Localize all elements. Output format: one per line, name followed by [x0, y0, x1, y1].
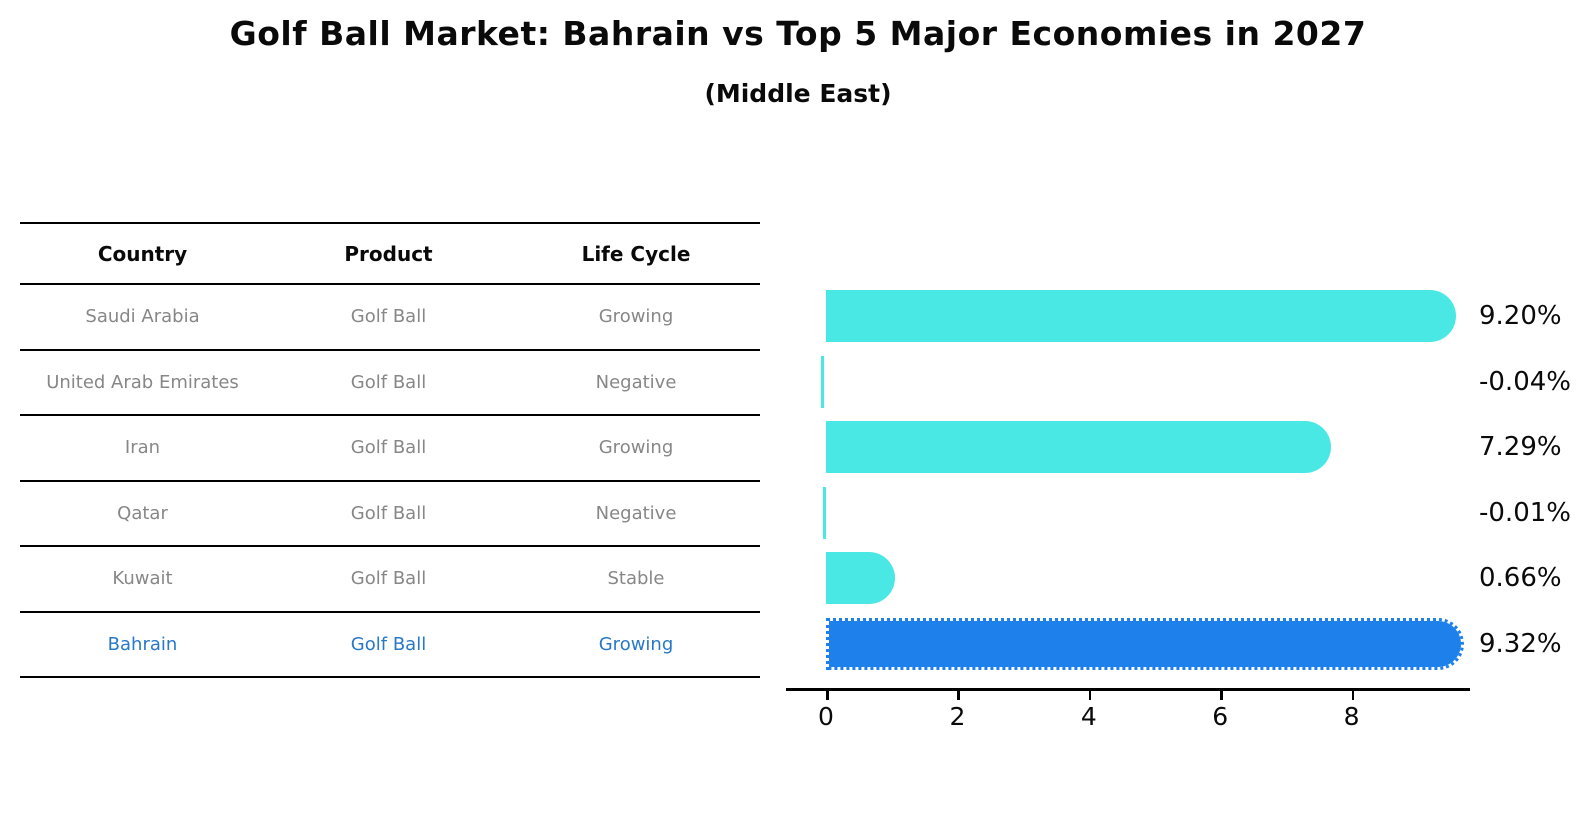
bar-iran	[826, 421, 1331, 473]
table-cell-product: Golf Ball	[350, 371, 427, 393]
bar-saudi-arabia	[826, 290, 1457, 342]
x-axis-tick	[1351, 691, 1355, 700]
table-row: Kuwait Golf Ball Stable	[20, 547, 760, 613]
table-cell-country: Saudi Arabia	[85, 306, 200, 328]
bar-value-label: 9.32%	[1479, 628, 1562, 659]
table-cell-life-cycle: Growing	[598, 437, 674, 459]
table-cell-product: Golf Ball	[350, 568, 427, 590]
bar-qatar	[823, 486, 827, 539]
table-row: Bahrain Golf Ball Growing	[20, 613, 760, 678]
bar-value-label: -0.01%	[1479, 497, 1571, 528]
table-cell-country: Kuwait	[112, 568, 173, 590]
x-axis-tick	[1220, 691, 1223, 700]
x-axis-tick	[826, 691, 829, 700]
bar-value-label: -0.04%	[1479, 366, 1571, 397]
bar-value-label: 7.29%	[1479, 432, 1562, 462]
table-cell-product: Golf Ball	[350, 633, 427, 655]
x-axis-line	[786, 688, 1470, 691]
x-axis-tick	[1088, 691, 1092, 700]
chart-title: Golf Ball Market: Bahrain vs Top 5 Major…	[229, 14, 1367, 53]
table-header-row: Country Product Life Cycle	[20, 224, 760, 285]
table-cell-country: Qatar	[117, 502, 168, 524]
bar-bahrain	[826, 617, 1465, 670]
table-header-life-cycle: Life Cycle	[581, 241, 691, 266]
x-axis-tick-label: 6	[1212, 702, 1229, 731]
table-body: Saudi Arabia Golf Ball Growing United Arab …	[20, 285, 760, 678]
bar-value-label: 0.66%	[1479, 563, 1562, 593]
table-cell-life-cycle: Negative	[595, 502, 677, 524]
table-cell-life-cycle: Growing	[598, 633, 674, 655]
table-cell-product: Golf Ball	[350, 502, 427, 524]
table-row: Saudi Arabia Golf Ball Growing	[20, 285, 760, 351]
x-axis-tick-label: 8	[1343, 702, 1360, 731]
bar-value-label: 9.20%	[1479, 301, 1562, 331]
table-row: United Arab Emirates Golf Ball Negative	[20, 351, 760, 416]
table-cell-country: Iran	[124, 437, 161, 459]
table-cell-country: Bahrain	[107, 633, 178, 655]
bar-kuwait	[826, 552, 896, 604]
table-cell-life-cycle: Negative	[595, 371, 677, 393]
table-cell-product: Golf Ball	[350, 437, 427, 459]
table-cell-country: United Arab Emirates	[46, 371, 239, 393]
table-cell-life-cycle: Stable	[607, 568, 665, 590]
x-axis-tick-label: 2	[949, 702, 966, 731]
bar-united-arab-emirates	[821, 355, 825, 408]
x-axis-tick-label: 0	[818, 702, 834, 731]
x-axis-tick-label: 4	[1080, 702, 1097, 731]
country-table: Country Product Life Cycle Saudi Arabia G…	[20, 222, 760, 678]
table-cell-product: Golf Ball	[350, 306, 427, 328]
table-header-country: Country	[97, 241, 188, 266]
table-row: Qatar Golf Ball Negative	[20, 482, 760, 547]
chart-subtitle: (Middle East)	[704, 79, 892, 108]
x-axis-tick	[957, 691, 960, 700]
table-row: Iran Golf Ball Growing	[20, 416, 760, 482]
table-cell-life-cycle: Growing	[598, 306, 674, 328]
table-header-product: Product	[344, 241, 433, 266]
